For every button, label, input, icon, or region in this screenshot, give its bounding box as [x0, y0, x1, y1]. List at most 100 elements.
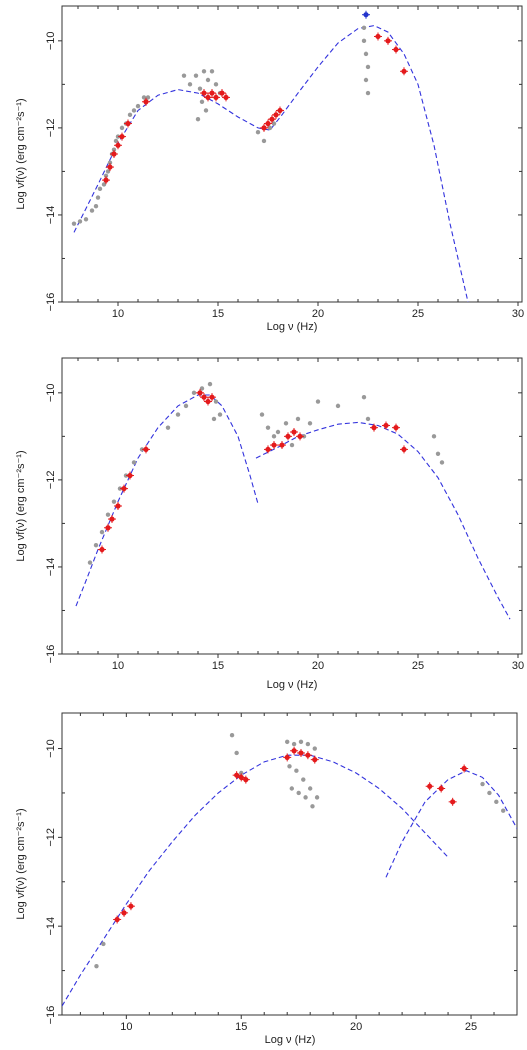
- archival-point: [101, 941, 106, 947]
- simultaneous-point: [234, 772, 240, 778]
- simultaneous-point: [201, 394, 207, 400]
- archival-point: [361, 394, 367, 400]
- archival-point: [435, 451, 441, 456]
- archival-point: [501, 808, 506, 813]
- archival-point: [113, 138, 119, 144]
- archival-point: [265, 425, 271, 430]
- simultaneous-point: [385, 38, 391, 44]
- archival-point: [289, 786, 294, 791]
- simultaneous-point: [107, 164, 113, 170]
- simultaneous-point: [111, 151, 117, 157]
- y-tick-label: −16: [45, 645, 57, 664]
- simultaneous-point: [143, 99, 149, 105]
- archival-point: [229, 733, 235, 738]
- y-tick-label: −16: [45, 1006, 57, 1025]
- archival-point: [291, 741, 297, 747]
- simultaneous-point: [383, 422, 389, 429]
- archival-point: [203, 108, 209, 113]
- archival-point: [71, 221, 77, 226]
- y-tick-label: −10: [45, 31, 57, 50]
- archival-point: [365, 64, 371, 70]
- archival-point: [165, 425, 171, 430]
- archival-point: [105, 169, 111, 174]
- model-curve: [73, 25, 469, 302]
- archival-point: [89, 208, 95, 213]
- archival-point: [234, 750, 239, 756]
- axis-ticks: [58, 358, 522, 658]
- archival-point: [201, 69, 207, 74]
- x-tick-label: 20: [312, 660, 324, 672]
- plot-frame: [61, 5, 523, 303]
- simultaneous-point: [197, 390, 203, 396]
- simultaneous-point: [450, 799, 456, 805]
- y-tick-label: −10: [45, 739, 57, 758]
- archival-point: [439, 460, 445, 465]
- y-tick-label: −10: [45, 383, 57, 402]
- x-tick-label: 15: [212, 308, 224, 320]
- archival-point: [275, 429, 281, 435]
- axis-ticks: [58, 713, 518, 1019]
- archival-point: [193, 73, 199, 78]
- simultaneous-point: [128, 903, 134, 909]
- archival-point: [103, 173, 109, 178]
- archival-point: [310, 804, 315, 809]
- simultaneous-point: [291, 748, 297, 754]
- simultaneous-point: [393, 425, 399, 431]
- simultaneous-point: [279, 442, 285, 448]
- y-axis-label: Log νf(ν) (erg cm⁻²s⁻¹): [15, 450, 27, 561]
- simultaneous-point: [401, 446, 407, 453]
- model-curve: [385, 770, 517, 878]
- simultaneous-point: [238, 774, 244, 780]
- x-tick-label: 15: [212, 660, 224, 672]
- archival-point: [131, 108, 137, 113]
- model-curves: [73, 25, 469, 302]
- archival-point: [363, 51, 369, 57]
- archival-point: [119, 125, 125, 131]
- archival-point: [303, 795, 308, 800]
- plot-frame: [61, 712, 518, 1016]
- archival-point: [107, 160, 113, 165]
- x-tick-label: 10: [120, 1021, 132, 1033]
- simultaneous-point: [127, 472, 133, 479]
- archival-point: [312, 746, 317, 751]
- simultaneous-point: [312, 757, 318, 763]
- simultaneous-point: [143, 446, 149, 453]
- x-tick-label: 25: [412, 308, 424, 320]
- simultaneous-point: [375, 33, 381, 40]
- axis-ticks: [58, 6, 522, 306]
- archival-point: [181, 73, 187, 78]
- y-tick-labels: −10 −12 −14 −16: [45, 31, 57, 311]
- archival-point: [296, 790, 301, 796]
- simultaneous-point: [213, 94, 219, 101]
- simultaneous-point: [269, 116, 275, 122]
- x-tick-labels: 10 15 20 25 30: [112, 660, 524, 672]
- sed-panel-2: 10 15 20 25 30 −10 −12 −14 −16 Log ν (Hz) Log ν…: [15, 357, 524, 691]
- gamma-highlight-point: [363, 12, 369, 18]
- x-tick-label: 25: [465, 1021, 477, 1033]
- archival-point: [283, 421, 289, 426]
- simultaneous-point: [109, 516, 115, 522]
- x-axis-label: Log ν (Hz): [265, 1034, 316, 1046]
- simultaneous-point: [121, 910, 127, 916]
- archival-point: [213, 399, 219, 404]
- archival-point: [141, 95, 147, 100]
- data-points: [94, 733, 506, 969]
- simultaneous-point: [219, 90, 225, 96]
- x-tick-label: 20: [312, 308, 324, 320]
- simultaneous-point: [297, 433, 303, 439]
- model-curves: [62, 754, 517, 1007]
- archival-point: [301, 777, 306, 782]
- archival-point: [305, 741, 311, 747]
- archival-point: [361, 25, 367, 30]
- archival-point: [217, 412, 223, 417]
- archival-point: [298, 739, 304, 745]
- archival-point: [487, 790, 492, 796]
- model-curve: [255, 421, 511, 620]
- x-tick-label: 30: [512, 308, 524, 320]
- archival-point: [135, 103, 141, 109]
- simultaneous-point: [371, 425, 377, 431]
- archival-point: [255, 130, 261, 135]
- simultaneous-point: [298, 750, 304, 756]
- archival-point: [287, 764, 292, 769]
- archival-point: [127, 112, 133, 118]
